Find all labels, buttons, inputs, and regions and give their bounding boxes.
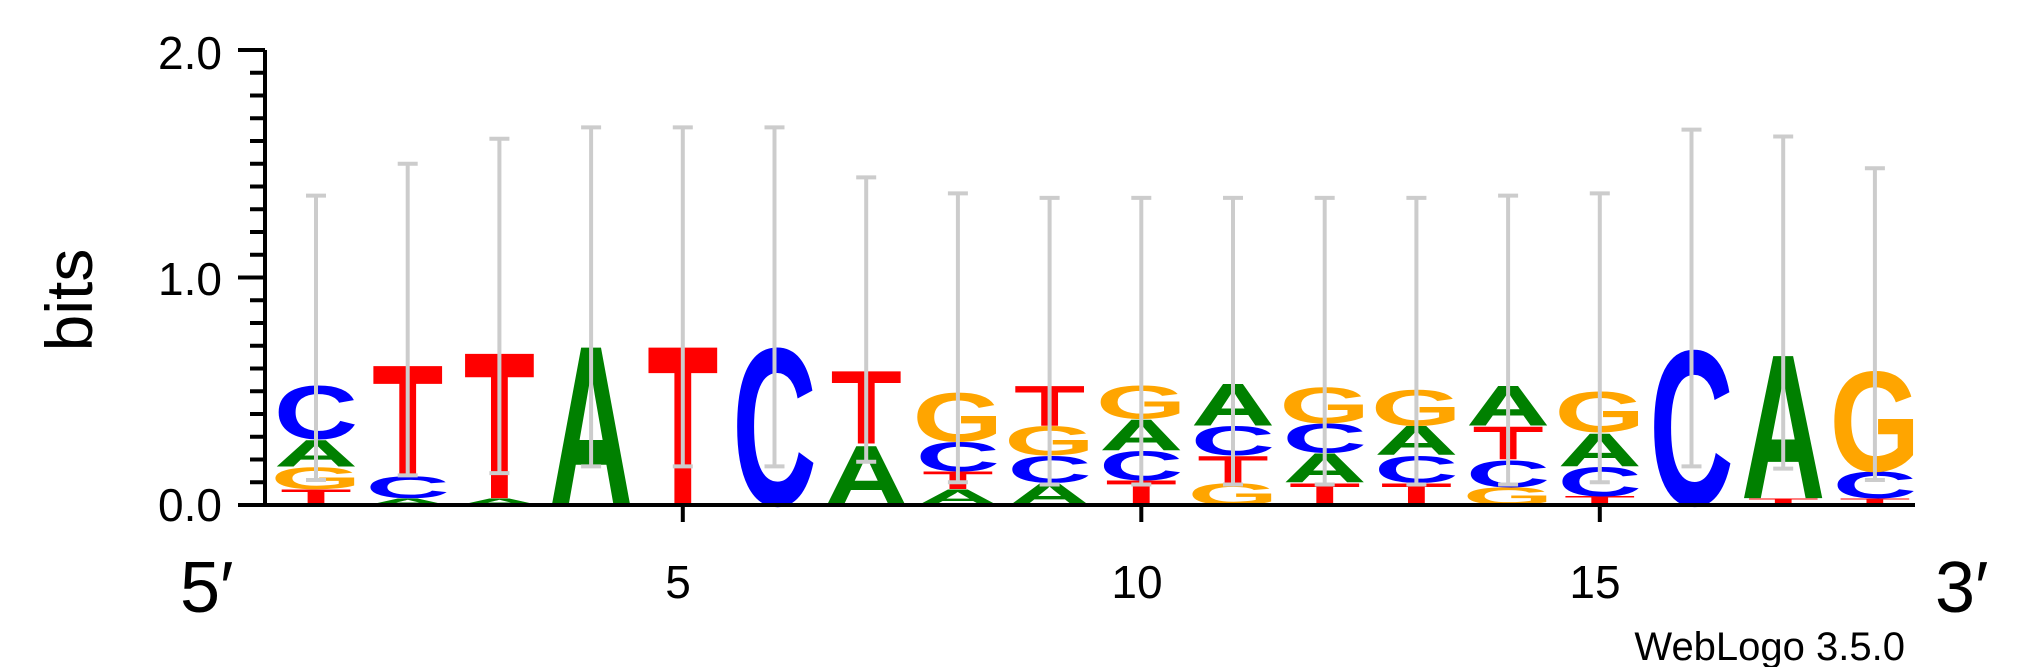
weblogo-credit: WebLogo 3.5.0 bbox=[1634, 625, 1905, 667]
axes bbox=[238, 48, 1915, 522]
x-tick-label-10: 10 bbox=[1111, 556, 1162, 608]
y-tick-label-1: 1.0 bbox=[158, 253, 222, 305]
y-tick-label-0: 0.0 bbox=[158, 479, 222, 531]
logo-glyph-a: A bbox=[457, 496, 541, 507]
x-tick-label-5: 5 bbox=[665, 556, 691, 608]
y-minor-ticks bbox=[238, 48, 265, 507]
logo-glyph-t: T bbox=[1748, 496, 1819, 507]
y-tick-label-2: 2.0 bbox=[158, 27, 222, 79]
three-prime-label: 3′ bbox=[1935, 548, 1989, 628]
error-bars bbox=[306, 125, 1885, 487]
y-axis-label: bits bbox=[32, 249, 106, 352]
logo-glyphs: TGACACTATATCATATCGACGTTCAGGTCATACGTCAGGC… bbox=[271, 300, 1921, 554]
logo-glyph-t: T bbox=[1839, 496, 1910, 507]
logo-glyph-a: A bbox=[366, 496, 450, 507]
x-ticks bbox=[680, 505, 1602, 522]
five-prime-label: 5′ bbox=[180, 548, 234, 628]
x-tick-label-15: 15 bbox=[1569, 556, 1620, 608]
